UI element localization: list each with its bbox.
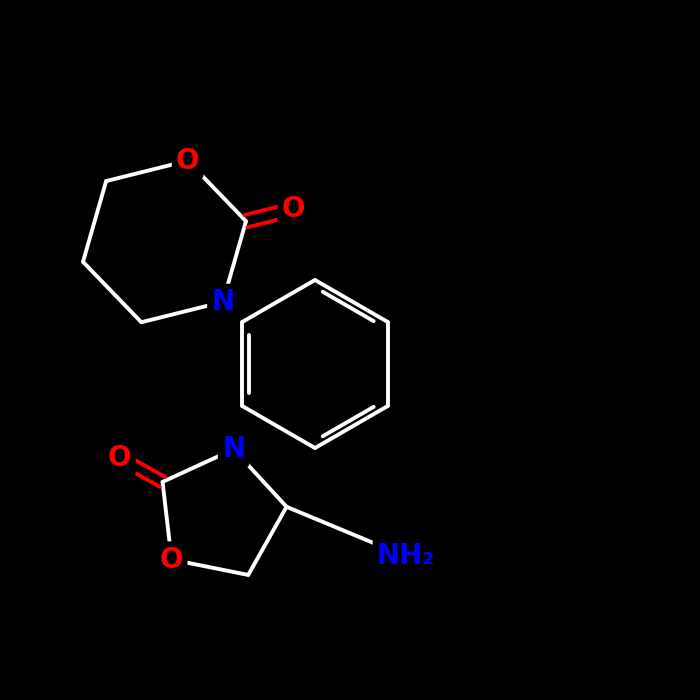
Text: O: O [160, 545, 183, 573]
Text: N: N [211, 288, 235, 316]
Text: O: O [108, 444, 132, 472]
Text: O: O [176, 147, 199, 175]
Text: N: N [222, 435, 245, 463]
Text: O: O [282, 195, 305, 223]
Text: NH₂: NH₂ [377, 542, 435, 570]
